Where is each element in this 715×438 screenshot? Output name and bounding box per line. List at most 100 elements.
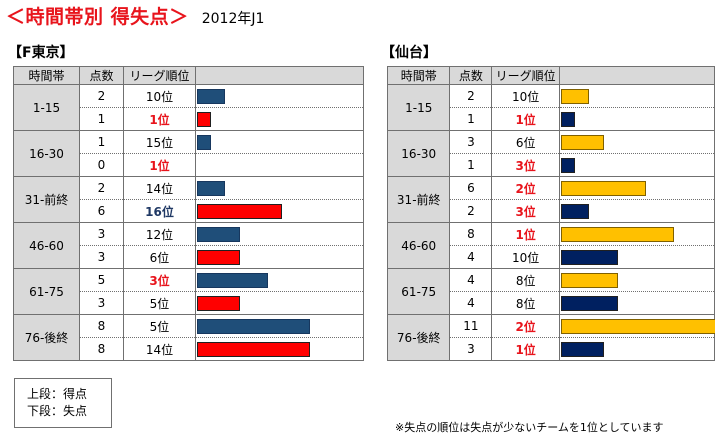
table-row: 46-60 3 12位 (13, 222, 364, 269)
goals-conceded-value: 1 (449, 107, 492, 131)
conceded-rank: 5位 (123, 291, 196, 315)
scored-bar (560, 227, 675, 242)
conceded-rank: 1位 (491, 337, 560, 361)
goals-conceded-value: 4 (449, 291, 492, 315)
conceded-rank: 14位 (123, 337, 196, 361)
page-title: ＜時間帯別 得失点＞ 2012年J1 (6, 2, 264, 29)
scored-bar (197, 319, 311, 334)
conceded-bar (560, 250, 618, 265)
table-row: 16-30 3 6位 (386, 130, 715, 177)
scored-rank: 14位 (123, 176, 196, 200)
table-row: 61-75 4 8位 (386, 268, 715, 315)
period-label: 76-後終 (13, 314, 80, 361)
bar-cell (558, 291, 715, 315)
bar-cell (558, 199, 715, 223)
scored-rank: 10位 (123, 84, 196, 108)
goals-scored-value: 11 (449, 314, 492, 338)
scored-bar (560, 319, 715, 334)
scored-bar (197, 273, 268, 288)
bar-cell (558, 314, 715, 338)
period-label: 31-前終 (13, 176, 80, 223)
table-row: 4 8位 (388, 291, 715, 315)
header-rank: リーグ順位 (123, 66, 196, 85)
table-row: 6 16位 (14, 199, 364, 223)
scored-bar (197, 181, 226, 196)
legend-lower: 下段：失点 (27, 404, 88, 418)
legend-upper: 上段：得点 (27, 387, 88, 401)
scored-rank: 5位 (123, 314, 196, 338)
table-row: 3 5位 (14, 291, 364, 315)
goals-scored-value: 5 (79, 268, 124, 292)
goals-scored-value: 2 (79, 176, 124, 200)
bar-cell (195, 176, 364, 200)
scored-rank: 3位 (123, 268, 196, 292)
period-label: 46-60 (13, 222, 80, 269)
conceded-rank: 3位 (491, 199, 560, 223)
bar-cell (195, 337, 364, 361)
goals-conceded-value: 3 (449, 337, 492, 361)
scored-rank: 8位 (491, 268, 560, 292)
table-row: 46-60 8 1位 (386, 222, 715, 269)
conceded-bar (560, 296, 618, 311)
conceded-rank: 10位 (491, 245, 560, 269)
table-row: 76-後終 8 5位 (13, 314, 364, 361)
header-bar (558, 66, 715, 85)
table-row: 1-15 2 10位 (386, 84, 715, 131)
goals-scored-value: 2 (449, 84, 492, 108)
header-points: 点数 (79, 66, 124, 85)
header-time: 時間帯 (386, 66, 451, 85)
goals-conceded-value: 1 (449, 153, 492, 177)
goals-scored-value: 4 (449, 268, 492, 292)
table-row: 1-15 2 10位 (13, 84, 364, 131)
goals-scored-value: 2 (79, 84, 124, 108)
bar-cell (195, 199, 364, 223)
bar-cell (558, 245, 715, 269)
scored-bar (197, 227, 240, 242)
scored-bar (197, 89, 226, 104)
bar-cell (195, 222, 364, 246)
footnote: ※失点の順位は失点が少ないチームを1位としています (395, 421, 664, 434)
goals-conceded-value: 3 (79, 291, 124, 315)
table-row: 3 6位 (14, 245, 364, 269)
conceded-bar (197, 112, 212, 127)
goals-conceded-value: 1 (79, 107, 124, 131)
conceded-bar (560, 158, 576, 173)
bar-cell (558, 222, 715, 246)
scored-bar (197, 135, 212, 150)
scored-rank: 1位 (491, 222, 560, 246)
header-time: 時間帯 (13, 66, 80, 85)
goals-scored-value: 8 (79, 314, 124, 338)
conceded-rank: 16位 (123, 199, 196, 223)
period-label: 61-75 (386, 268, 451, 315)
conceded-rank: 1位 (123, 153, 196, 177)
period-label: 61-75 (13, 268, 80, 315)
stats-table-fctokyo: 時間帯 点数 リーグ順位 1-15 2 10位 1 1位 16-30 1 15位 0 1位 31-前… (13, 66, 364, 361)
bar-cell (558, 130, 715, 154)
title-season: 2012年J1 (201, 11, 265, 27)
bar-cell (558, 107, 715, 131)
goals-conceded-value: 2 (449, 199, 492, 223)
scored-rank: 10位 (491, 84, 560, 108)
table-row: 2 3位 (388, 199, 715, 223)
bar-cell (558, 176, 715, 200)
stats-table-sendai: 時間帯 点数 リーグ順位 1-15 2 10位 1 1位 16-30 3 6位 1 3位 31-前終… (386, 66, 715, 361)
conceded-rank: 6位 (123, 245, 196, 269)
conceded-rank: 1位 (491, 107, 560, 131)
bar-cell (558, 337, 715, 361)
period-label: 1-15 (13, 84, 80, 131)
bar-cell (195, 268, 364, 292)
goals-conceded-value: 0 (79, 153, 124, 177)
period-label: 76-後終 (386, 314, 451, 361)
conceded-bar (197, 204, 283, 219)
conceded-bar (560, 342, 604, 357)
goals-scored-value: 6 (449, 176, 492, 200)
bar-cell (558, 268, 715, 292)
goals-scored-value: 8 (449, 222, 492, 246)
table-row: 3 1位 (388, 337, 715, 361)
scored-rank: 2位 (491, 176, 560, 200)
conceded-bar (560, 112, 576, 127)
conceded-bar (560, 204, 590, 219)
period-label: 1-15 (386, 84, 451, 131)
legend-box: 上段：得点 下段：失点 (14, 378, 112, 428)
table-row: 31-前終 2 14位 (13, 176, 364, 223)
